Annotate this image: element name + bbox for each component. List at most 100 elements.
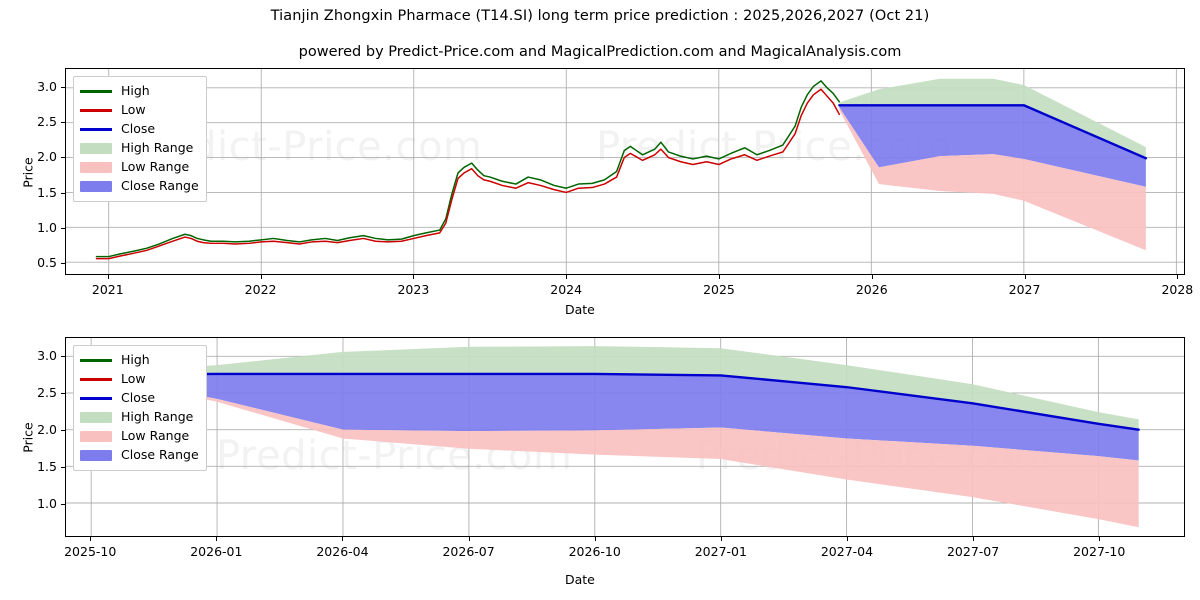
x-tick-label: 2024 [550, 282, 583, 297]
legend-swatch-low-icon [80, 105, 112, 117]
legend-label: Close [121, 390, 156, 406]
legend-label: Low [121, 102, 146, 118]
series-line-high [95, 80, 841, 258]
y-tick-label: 2.5 [37, 114, 57, 130]
legend-item-low: Low [80, 101, 199, 120]
x-tick-mark [260, 275, 262, 279]
legend-label: High [121, 83, 150, 99]
legend-item-close-range: Close Range [80, 446, 199, 465]
x-tick-label: 2026 [855, 282, 888, 297]
y-tick-label: 3.0 [37, 347, 57, 363]
y-tick-mark [61, 122, 65, 124]
x-tick-mark [594, 537, 596, 541]
legend-item-high-range: High Range [80, 139, 199, 158]
overview-chart-plot-area: Predict-Price.com Predict-Price.com [65, 68, 1185, 275]
y-tick-mark [61, 263, 65, 265]
y-tick-label: 1.0 [37, 495, 57, 511]
x-tick-label: 2021 [91, 282, 124, 297]
legend-swatch-low-range-icon [80, 431, 112, 442]
y-tick-label: 1.0 [37, 219, 57, 235]
series-line-close [838, 104, 1148, 160]
legend-swatch-high-range-icon [80, 143, 112, 154]
y-tick-label: 0.5 [37, 255, 57, 271]
forecast-detail-xlabel: Date [565, 572, 595, 587]
y-tick-mark [61, 429, 65, 431]
forecast-detail-legend: High Low Close High Range Low Range Close Ran… [73, 345, 207, 471]
legend-swatch-high-icon [80, 355, 112, 367]
band-low-range [91, 375, 1139, 528]
legend-item-high: High [80, 82, 199, 101]
overview-chart-xlabel: Date [565, 302, 595, 317]
forecast-detail-plot-area: Predict-Price.com Predict-Price.com [65, 337, 1185, 537]
page-title: Tianjin Zhongxin Pharmace (T14.SI) long … [270, 8, 930, 24]
x-tick-label: 2028 [1161, 282, 1194, 297]
x-tick-mark [973, 537, 975, 541]
y-tick-label: 3.0 [37, 79, 57, 94]
legend-item-low-range: Low Range [80, 158, 199, 177]
y-tick-mark [61, 157, 65, 159]
band-close-range [91, 373, 1139, 461]
series-line-low [95, 88, 841, 260]
x-tick-label: 2022 [244, 282, 277, 297]
band-high-range [91, 346, 1139, 430]
x-tick-label: 2026-07 [442, 544, 495, 559]
legend-label: Low [121, 371, 146, 387]
x-tick-mark [718, 275, 720, 279]
legend-swatch-close-range-icon [80, 450, 112, 461]
x-tick-label: 2025 [703, 282, 735, 297]
y-tick-label: 2.5 [37, 384, 57, 400]
series-line-close [89, 372, 1140, 431]
y-tick-mark [61, 466, 65, 468]
legend-label: Close [121, 121, 156, 137]
x-tick-mark [342, 537, 344, 541]
x-tick-label: 2027-01 [694, 544, 747, 559]
y-tick-mark [61, 355, 65, 357]
legend-swatch-close-range-icon [80, 181, 112, 192]
x-tick-mark [413, 275, 415, 279]
x-tick-label: 2023 [397, 282, 430, 297]
legend-item-high: High [80, 351, 199, 370]
y-tick-label: 2.0 [37, 149, 57, 165]
legend-item-low-range: Low Range [80, 427, 199, 446]
legend-swatch-close-icon [80, 124, 112, 136]
y-tick-mark [61, 227, 65, 229]
x-tick-mark [846, 537, 848, 541]
overview-chart-legend: High Low Close High Range Low Range Close Ran… [73, 76, 207, 202]
page-subtitle: powered by Predict-Price.com and Magical… [298, 44, 902, 60]
legend-item-close: Close [80, 389, 199, 408]
legend-swatch-low-range-icon [80, 162, 112, 173]
x-tick-label: 2027 [1008, 282, 1041, 297]
x-tick-label: 2027-10 [1073, 544, 1126, 559]
x-tick-label: 2027-04 [820, 544, 874, 559]
x-tick-mark [566, 275, 568, 279]
x-tick-mark [216, 537, 218, 541]
legend-swatch-high-icon [80, 86, 112, 98]
legend-label: Close Range [121, 178, 199, 194]
y-tick-label: 1.5 [37, 184, 57, 200]
legend-label: Low Range [121, 159, 190, 175]
forecast-detail-ylabel: Price [20, 422, 36, 453]
forecast-detail-canvas [66, 338, 1184, 536]
legend-item-close-range: Close Range [80, 177, 199, 196]
x-tick-mark [1099, 537, 1101, 541]
x-tick-mark [1024, 275, 1026, 279]
legend-label: High Range [121, 140, 194, 156]
x-tick-mark [720, 537, 722, 541]
x-tick-label: 2027-07 [946, 544, 1000, 559]
legend-swatch-high-range-icon [80, 412, 112, 423]
overview-chart-ylabel: Price [20, 157, 36, 188]
legend-item-low: Low [80, 370, 199, 389]
x-tick-label: 2026-10 [568, 544, 621, 559]
legend-label: Low Range [121, 428, 190, 444]
legend-label: High [121, 352, 150, 368]
x-tick-mark [871, 275, 873, 279]
y-tick-mark [61, 87, 65, 88]
overview-chart-canvas [66, 69, 1184, 274]
x-tick-mark [90, 537, 92, 541]
x-tick-label: 2026-01 [190, 544, 243, 559]
y-tick-mark [61, 503, 65, 505]
band-low-range [839, 107, 1146, 251]
band-high-range [839, 78, 1146, 159]
legend-swatch-close-icon [80, 393, 112, 405]
